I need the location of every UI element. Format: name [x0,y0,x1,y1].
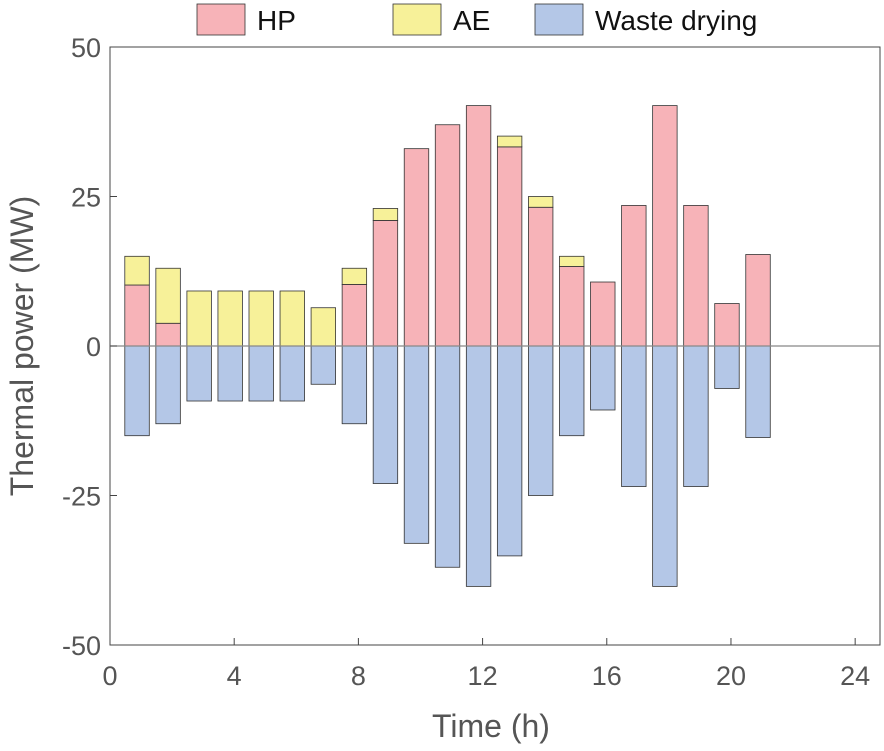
bar-waste-drying-7 [310,345,336,385]
bar-waste-drying-12 [465,345,492,587]
bar-waste-drying-11 [434,345,461,568]
bar-ae-4 [217,290,243,347]
x-tick-label-16: 16 [592,661,622,691]
legend-swatch-hp [196,3,246,36]
bar-hp-2 [155,322,181,347]
bar-waste-drying-15 [559,345,585,437]
bar-waste-drying-1 [124,345,150,437]
bar-waste-drying-20 [714,345,740,389]
bar-waste-drying-10 [403,345,430,544]
bar-waste-drying-14 [528,345,554,496]
bar-ae-2 [155,267,181,324]
bar-ae-7 [310,307,336,347]
bar-waste-drying-13 [496,345,523,557]
bar-ae-6 [279,290,305,347]
bar-hp-17 [621,205,647,347]
x-tick-label-12: 12 [468,661,498,691]
bar-waste-drying-9 [372,345,399,484]
tick-layer: 0 4 8 12 16 20 24 -50 -25 0 25 50 [62,33,870,691]
x-tick-label-24: 24 [840,661,870,691]
bar-hp-11 [434,124,461,347]
bar-waste-drying-6 [279,345,305,402]
bar-hp-16 [590,281,616,347]
bar-waste-drying-16 [590,345,616,411]
bar-waste-drying-21 [745,345,771,438]
bar-hp-15 [559,266,585,347]
bar-ae-3 [186,290,212,347]
x-tick-label-8: 8 [351,661,366,691]
bar-ae-8 [341,267,368,285]
bar-waste-drying-17 [621,345,647,487]
legend-swatch-ae [392,3,442,36]
bar-waste-drying-3 [186,345,212,402]
bar-ae-1 [124,255,150,286]
x-tick-label-0: 0 [102,661,117,691]
bar-hp-21 [745,254,771,347]
y-tick-label-0: 0 [86,332,101,362]
bar-hp-20 [714,303,740,347]
bar-ae-9 [372,208,399,221]
bar-ae-5 [248,290,274,347]
bar-hp-8 [341,284,368,347]
legend-label-waste-drying: Waste drying [595,5,757,36]
bar-hp-19 [683,205,709,347]
bar-hp-12 [465,105,492,347]
bar-hp-1 [124,284,150,347]
bar-waste-drying-2 [155,345,181,425]
y-axis-title: Thermal power (MW) [4,196,40,496]
bar-hp-13 [496,146,523,347]
y-tick-label--50: -50 [62,631,101,661]
bar-hp-14 [528,206,554,347]
legend-label-hp: HP [257,5,296,36]
bar-ae-13 [496,135,523,148]
y-tick-label-25: 25 [71,183,101,213]
legend-swatch-waste-drying [534,3,584,36]
bar-ae-14 [528,196,554,208]
legend: HP AE Waste drying [196,3,757,36]
bar-hp-18 [652,105,678,347]
x-axis-title: Time (h) [432,708,550,744]
bar-ae-15 [559,255,585,267]
bar-waste-drying-19 [683,345,709,487]
bar-hp-10 [403,148,430,347]
bar-waste-drying-8 [341,345,368,425]
bar-hp-9 [372,220,399,347]
legend-label-ae: AE [453,5,490,36]
bars-layer [124,105,771,587]
x-tick-label-4: 4 [227,661,242,691]
y-tick-label--25: -25 [62,482,101,512]
bar-waste-drying-18 [652,345,678,587]
bar-waste-drying-5 [248,345,274,402]
bar-waste-drying-4 [217,345,243,402]
y-tick-label-50: 50 [71,33,101,63]
x-tick-label-20: 20 [716,661,746,691]
